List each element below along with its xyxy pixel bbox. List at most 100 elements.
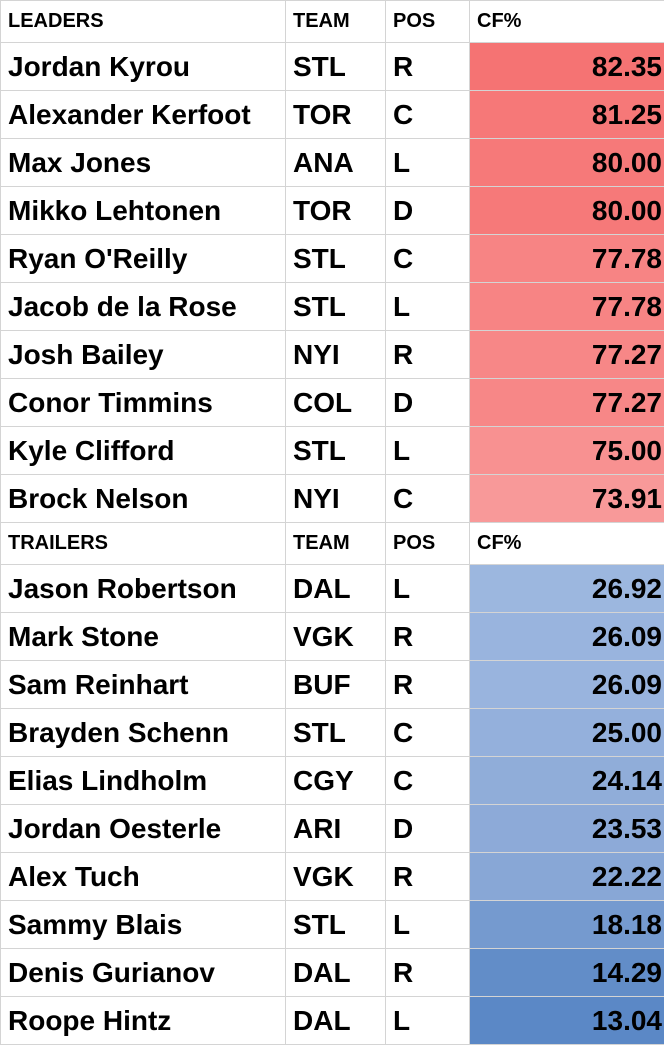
team-cell: DAL xyxy=(286,565,386,613)
cf-percent-cell: 82.35 xyxy=(470,43,664,91)
player-name-cell: Mark Stone xyxy=(1,613,286,661)
cf-percent-cell: 75.00 xyxy=(470,427,664,475)
team-cell: ANA xyxy=(286,139,386,187)
pos-cell: D xyxy=(386,805,470,853)
pos-cell: L xyxy=(386,283,470,331)
player-name-cell: Jordan Kyrou xyxy=(1,43,286,91)
player-name-cell: Ryan O'Reilly xyxy=(1,235,286,283)
player-name-cell: Alex Tuch xyxy=(1,853,286,901)
player-name-cell: Alexander Kerfoot xyxy=(1,91,286,139)
cf-column-header: CF% xyxy=(470,1,664,43)
player-name-cell: Kyle Clifford xyxy=(1,427,286,475)
cf-percent-cell: 73.91 xyxy=(470,475,664,523)
cf-percent-cell: 26.09 xyxy=(470,613,664,661)
pos-cell: R xyxy=(386,43,470,91)
pos-column-header: POS xyxy=(386,1,470,43)
team-cell: STL xyxy=(286,709,386,757)
pos-cell: L xyxy=(386,997,470,1045)
team-cell: STL xyxy=(286,283,386,331)
pos-cell: C xyxy=(386,475,470,523)
cf-percent-cell: 77.78 xyxy=(470,235,664,283)
pos-cell: R xyxy=(386,949,470,997)
cf-percent-cell: 18.18 xyxy=(470,901,664,949)
team-column-header: TEAM xyxy=(286,523,386,565)
team-cell: NYI xyxy=(286,331,386,379)
team-cell: BUF xyxy=(286,661,386,709)
cf-column-header: CF% xyxy=(470,523,664,565)
player-name-cell: Brock Nelson xyxy=(1,475,286,523)
team-cell: VGK xyxy=(286,853,386,901)
trailers-header-label: TRAILERS xyxy=(1,523,286,565)
leaders-header-label: LEADERS xyxy=(1,1,286,43)
cf-percent-cell: 14.29 xyxy=(470,949,664,997)
player-name-cell: Sam Reinhart xyxy=(1,661,286,709)
pos-cell: R xyxy=(386,853,470,901)
pos-cell: C xyxy=(386,235,470,283)
player-name-cell: Josh Bailey xyxy=(1,331,286,379)
team-cell: DAL xyxy=(286,997,386,1045)
cf-percent-cell: 80.00 xyxy=(470,139,664,187)
pos-cell: R xyxy=(386,331,470,379)
cf-percent-cell: 13.04 xyxy=(470,997,664,1045)
player-name-cell: Brayden Schenn xyxy=(1,709,286,757)
team-cell: STL xyxy=(286,43,386,91)
pos-cell: L xyxy=(386,427,470,475)
team-cell: STL xyxy=(286,427,386,475)
team-cell: NYI xyxy=(286,475,386,523)
cf-percent-cell: 77.27 xyxy=(470,331,664,379)
cf-percent-cell: 77.78 xyxy=(470,283,664,331)
team-cell: VGK xyxy=(286,613,386,661)
pos-cell: C xyxy=(386,91,470,139)
team-cell: TOR xyxy=(286,187,386,235)
player-name-cell: Jason Robertson xyxy=(1,565,286,613)
pos-cell: D xyxy=(386,187,470,235)
cf-percent-cell: 26.92 xyxy=(470,565,664,613)
player-name-cell: Jordan Oesterle xyxy=(1,805,286,853)
pos-column-header: POS xyxy=(386,523,470,565)
player-name-cell: Roope Hintz xyxy=(1,997,286,1045)
pos-cell: R xyxy=(386,613,470,661)
pos-cell: D xyxy=(386,379,470,427)
player-name-cell: Jacob de la Rose xyxy=(1,283,286,331)
player-name-cell: Max Jones xyxy=(1,139,286,187)
team-cell: DAL xyxy=(286,949,386,997)
pos-cell: C xyxy=(386,709,470,757)
team-cell: CGY xyxy=(286,757,386,805)
team-cell: STL xyxy=(286,901,386,949)
team-column-header: TEAM xyxy=(286,1,386,43)
player-name-cell: Denis Gurianov xyxy=(1,949,286,997)
pos-cell: C xyxy=(386,757,470,805)
cf-percent-cell: 77.27 xyxy=(470,379,664,427)
pos-cell: R xyxy=(386,661,470,709)
cf-percent-cell: 80.00 xyxy=(470,187,664,235)
player-name-cell: Elias Lindholm xyxy=(1,757,286,805)
team-cell: STL xyxy=(286,235,386,283)
cf-percent-cell: 25.00 xyxy=(470,709,664,757)
player-name-cell: Mikko Lehtonen xyxy=(1,187,286,235)
team-cell: TOR xyxy=(286,91,386,139)
player-name-cell: Conor Timmins xyxy=(1,379,286,427)
cf-percent-cell: 22.22 xyxy=(470,853,664,901)
